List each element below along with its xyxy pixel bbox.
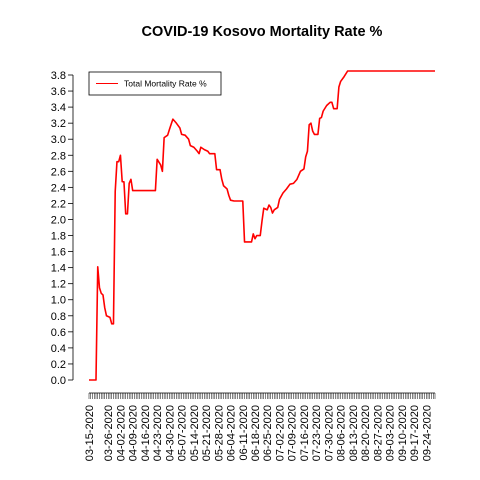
- x-tick-label: 09-24-2020: [421, 405, 433, 461]
- x-tick-label: 04-16-2020: [140, 405, 152, 461]
- y-tick-label: 0.2: [51, 359, 66, 371]
- series-line: [89, 70, 435, 381]
- x-tick-label: 08-27-2020: [372, 405, 384, 461]
- x-tick-label: 03-15-2020: [84, 405, 96, 461]
- x-tick-label: 07-23-2020: [311, 405, 323, 461]
- x-tick-label: 04-02-2020: [115, 405, 127, 461]
- x-tick-label: 09-10-2020: [397, 405, 409, 461]
- y-tick-label: 0.0: [51, 375, 66, 387]
- x-tick-label: 03-26-2020: [103, 405, 115, 461]
- y-tick-label: 1.4: [51, 263, 66, 275]
- plot-area: [89, 70, 435, 381]
- y-tick-label: 0.4: [51, 343, 66, 355]
- legend-box: [88, 71, 222, 96]
- x-tick-label: 07-30-2020: [323, 405, 335, 461]
- y-tick-label: 1.0: [51, 295, 66, 307]
- x-tick-label: 05-28-2020: [213, 405, 225, 461]
- legend: Total Mortality Rate %: [88, 71, 222, 96]
- y-tick-label: 0.6: [51, 327, 66, 339]
- y-tick-label: 3.8: [51, 70, 66, 82]
- x-tick-label: 06-25-2020: [262, 405, 274, 461]
- x-tick-label: 04-23-2020: [152, 405, 164, 461]
- x-tick-label: 09-03-2020: [385, 405, 397, 461]
- y-tick-label: 1.8: [51, 231, 66, 243]
- y-tick-label: 2.6: [51, 166, 66, 178]
- x-tick-label: 04-09-2020: [128, 405, 140, 461]
- chart-title: COVID-19 Kosovo Mortality Rate %: [142, 24, 383, 40]
- x-tick-label: 06-11-2020: [238, 405, 250, 460]
- y-tick-label: 0.8: [51, 311, 66, 323]
- y-tick-label: 3.2: [51, 118, 66, 130]
- legend-label: Total Mortality Rate %: [124, 79, 207, 89]
- y-tick-label: 2.0: [51, 214, 66, 226]
- x-tick-label: 05-21-2020: [201, 405, 213, 461]
- y-tick-label: 3.0: [51, 134, 66, 146]
- x-tick-label: 09-17-2020: [409, 405, 421, 461]
- x-tick-label: 06-18-2020: [250, 405, 262, 461]
- x-tick-label: 08-06-2020: [336, 405, 348, 461]
- y-axis: 0.0 0.2 0.4 0.6 0.8 1.0 1.2 1.4 1.6 1.8 2.0 2.2 2.4 2…: [51, 70, 74, 387]
- x-tick-label: 05-07-2020: [177, 405, 189, 461]
- x-tick-label: 07-02-2020: [274, 405, 286, 461]
- x-tick-label: 07-16-2020: [299, 405, 311, 461]
- x-axis: 03-15-2020 03-26-2020 04-02-2020 04-09-2020…: [84, 392, 436, 461]
- x-tick-label: 04-30-2020: [164, 405, 176, 461]
- y-tick-label: 1.2: [51, 279, 66, 291]
- y-tick-label: 2.4: [51, 182, 66, 194]
- x-tick-label: 07-09-2020: [287, 405, 299, 461]
- x-tick-label: 05-14-2020: [189, 405, 201, 461]
- y-tick-label: 1.6: [51, 247, 66, 259]
- y-tick-label: 3.4: [51, 102, 66, 114]
- x-tick-label: 08-20-2020: [360, 405, 372, 461]
- y-tick-label: 3.6: [51, 86, 66, 98]
- x-tick-label: 06-04-2020: [226, 405, 238, 461]
- y-tick-label: 2.8: [51, 150, 66, 162]
- y-tick-label: 2.2: [51, 198, 66, 210]
- x-tick-label: 08-13-2020: [348, 405, 360, 461]
